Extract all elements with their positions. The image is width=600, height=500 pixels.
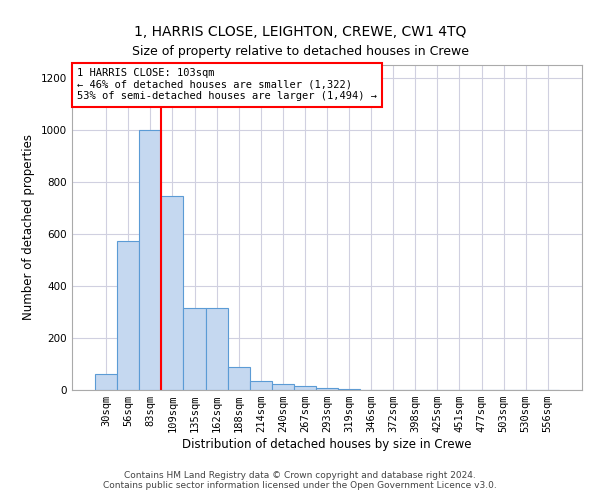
Bar — [161, 196, 184, 390]
Bar — [95, 374, 117, 390]
Y-axis label: Number of detached properties: Number of detached properties — [22, 134, 35, 320]
Bar — [316, 388, 338, 390]
Bar — [184, 308, 206, 390]
Text: 1, HARRIS CLOSE, LEIGHTON, CREWE, CW1 4TQ: 1, HARRIS CLOSE, LEIGHTON, CREWE, CW1 4T… — [134, 25, 466, 39]
Bar — [272, 384, 294, 390]
Bar — [206, 308, 227, 390]
Bar — [117, 240, 139, 390]
Bar — [139, 130, 161, 390]
Text: Contains HM Land Registry data © Crown copyright and database right 2024.
Contai: Contains HM Land Registry data © Crown c… — [103, 470, 497, 490]
Text: Size of property relative to detached houses in Crewe: Size of property relative to detached ho… — [131, 45, 469, 58]
Text: 1 HARRIS CLOSE: 103sqm
← 46% of detached houses are smaller (1,322)
53% of semi-: 1 HARRIS CLOSE: 103sqm ← 46% of detached… — [77, 68, 377, 102]
Bar — [294, 386, 316, 390]
Bar — [250, 381, 272, 390]
Bar — [227, 367, 250, 390]
X-axis label: Distribution of detached houses by size in Crewe: Distribution of detached houses by size … — [182, 438, 472, 451]
Bar — [338, 389, 360, 390]
